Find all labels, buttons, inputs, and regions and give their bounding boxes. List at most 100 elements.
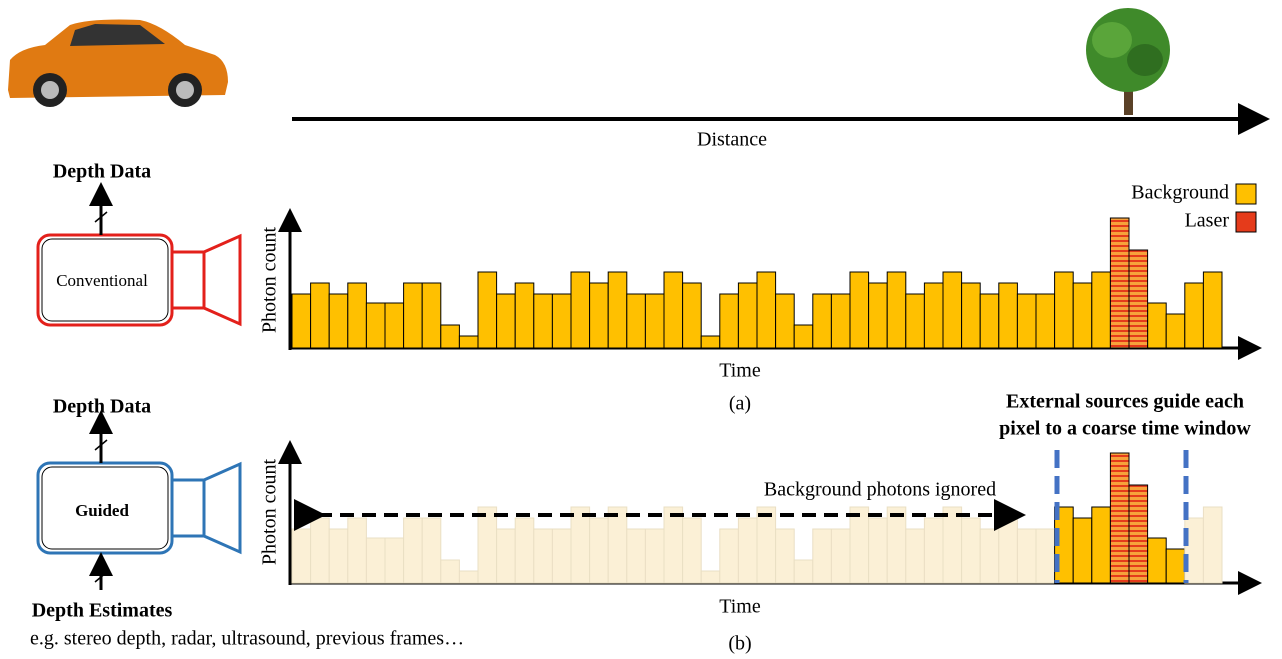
bus-slash: [94, 211, 108, 223]
bar: [663, 271, 684, 349]
bar: [1091, 271, 1111, 349]
bar: [1128, 249, 1149, 349]
bar: [384, 537, 405, 584]
bar: [682, 282, 702, 349]
bar: [812, 293, 832, 349]
bar: [775, 528, 795, 584]
bar: [719, 528, 739, 584]
bar: [365, 302, 386, 349]
bar: [942, 506, 963, 584]
bar: [384, 302, 405, 349]
bar: [793, 559, 814, 584]
output-label: Depth Data: [53, 161, 151, 183]
bus-slash: [94, 439, 108, 451]
bar: [533, 293, 553, 349]
legend-label: Background: [1131, 182, 1229, 204]
bar: [923, 517, 944, 584]
bar: [1054, 271, 1074, 349]
bar: [1165, 548, 1186, 584]
bar: [607, 271, 628, 349]
bar: [291, 293, 312, 349]
bar: [403, 282, 423, 349]
bar: [421, 282, 442, 349]
caption: (b): [728, 633, 751, 655]
bar: [979, 293, 1000, 349]
bar: [1109, 217, 1130, 349]
bar: [496, 528, 516, 584]
bar: [1184, 517, 1204, 584]
bar: [403, 517, 423, 584]
bar: [849, 506, 870, 584]
bar: [886, 271, 907, 349]
bar: [477, 506, 498, 584]
legend-label: Laser: [1185, 210, 1230, 232]
bar: [849, 271, 870, 349]
bar: [570, 506, 591, 584]
bar: [1016, 293, 1037, 349]
bar: [812, 528, 832, 584]
bar: [1091, 506, 1111, 584]
camera-label: Guided: [75, 501, 129, 520]
bar: [551, 528, 572, 584]
bar: [868, 517, 888, 584]
bar: [775, 293, 795, 349]
bar: [1202, 271, 1223, 349]
bar: [663, 506, 684, 584]
bar: [998, 282, 1018, 349]
bar: [1128, 484, 1149, 584]
bar: [310, 282, 330, 349]
bar: [440, 559, 460, 584]
bar: [942, 271, 963, 349]
bar: [1109, 452, 1130, 584]
bar: [551, 293, 572, 349]
bar: [1035, 293, 1056, 349]
bar: [682, 517, 702, 584]
bar: [421, 517, 442, 584]
legend-swatch: [1235, 183, 1257, 205]
conventional-camera: [36, 233, 242, 327]
bar: [737, 517, 758, 584]
bar: [291, 528, 312, 584]
bar: [998, 517, 1018, 584]
camera-label: Conventional: [56, 271, 148, 290]
caption: (a): [729, 393, 751, 415]
bar: [961, 517, 981, 584]
y-axis-label: Photon count: [259, 459, 281, 566]
bar: [626, 293, 646, 349]
bar: [496, 293, 516, 349]
bar: [458, 335, 479, 349]
bus-slash: [94, 571, 108, 583]
bar: [626, 528, 646, 584]
bar: [589, 517, 609, 584]
bar: [1035, 528, 1056, 584]
bar: [830, 293, 851, 349]
bar: [607, 506, 628, 584]
legend-swatch: [1235, 211, 1257, 233]
bar: [1184, 282, 1204, 349]
bar: [923, 282, 944, 349]
bar: [644, 528, 665, 584]
bar: [310, 517, 330, 584]
guided-camera: [36, 461, 242, 555]
bar: [644, 293, 665, 349]
bar: [756, 506, 777, 584]
bar: [756, 271, 777, 349]
bar: [961, 282, 981, 349]
bar: [533, 528, 553, 584]
bar: [514, 517, 535, 584]
bar: [737, 282, 758, 349]
bar: [1016, 528, 1037, 584]
bar: [793, 324, 814, 349]
input-label: Depth Estimates: [32, 600, 173, 622]
bar: [1072, 282, 1093, 349]
bar: [905, 528, 925, 584]
distance-label: Distance: [697, 129, 767, 151]
bar: [328, 528, 349, 584]
tree-icon: [1086, 8, 1170, 115]
x-axis-label: Time: [719, 596, 761, 618]
legend: Background Laser: [1131, 182, 1257, 233]
bar: [347, 282, 367, 349]
bar: [700, 570, 721, 584]
x-axis-label: Time: [719, 360, 761, 382]
